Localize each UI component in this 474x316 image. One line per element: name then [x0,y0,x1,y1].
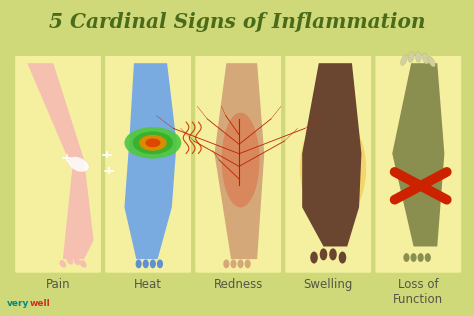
Polygon shape [124,63,176,259]
Text: Swelling: Swelling [303,278,353,291]
Text: very: very [7,299,29,308]
Ellipse shape [230,259,237,268]
Ellipse shape [300,113,366,224]
Ellipse shape [150,259,156,268]
Ellipse shape [425,253,431,262]
FancyBboxPatch shape [375,56,461,273]
Polygon shape [214,63,264,259]
FancyBboxPatch shape [105,56,191,273]
Polygon shape [27,63,84,169]
Text: 5 Cardinal Signs of Inflammation: 5 Cardinal Signs of Inflammation [49,12,425,32]
Ellipse shape [401,55,408,65]
Ellipse shape [223,259,229,268]
Ellipse shape [310,252,318,264]
Polygon shape [63,160,94,259]
Ellipse shape [319,248,327,260]
Ellipse shape [428,56,435,67]
Polygon shape [302,63,361,246]
Ellipse shape [143,259,149,268]
Ellipse shape [68,157,89,172]
Text: well: well [30,299,51,308]
Ellipse shape [329,248,337,260]
Ellipse shape [418,253,424,262]
Ellipse shape [408,52,414,62]
FancyBboxPatch shape [195,56,281,273]
Ellipse shape [415,52,421,62]
Ellipse shape [338,252,346,264]
Ellipse shape [133,131,173,154]
Ellipse shape [157,259,163,268]
Ellipse shape [59,260,66,268]
Ellipse shape [139,135,167,151]
Ellipse shape [422,53,428,64]
Ellipse shape [403,253,410,262]
Ellipse shape [136,259,142,268]
Polygon shape [392,63,445,246]
Ellipse shape [124,127,182,159]
Text: Heat: Heat [134,278,162,291]
Ellipse shape [237,259,244,268]
Ellipse shape [410,253,417,262]
FancyBboxPatch shape [15,56,101,273]
FancyBboxPatch shape [285,56,371,273]
Text: Redness: Redness [213,278,263,291]
Ellipse shape [245,259,251,268]
Ellipse shape [221,112,259,207]
Text: Pain: Pain [46,278,70,291]
Text: Loss of
Function: Loss of Function [393,278,443,306]
Ellipse shape [73,258,81,265]
Ellipse shape [145,138,160,147]
Ellipse shape [66,257,73,264]
Ellipse shape [80,260,87,268]
